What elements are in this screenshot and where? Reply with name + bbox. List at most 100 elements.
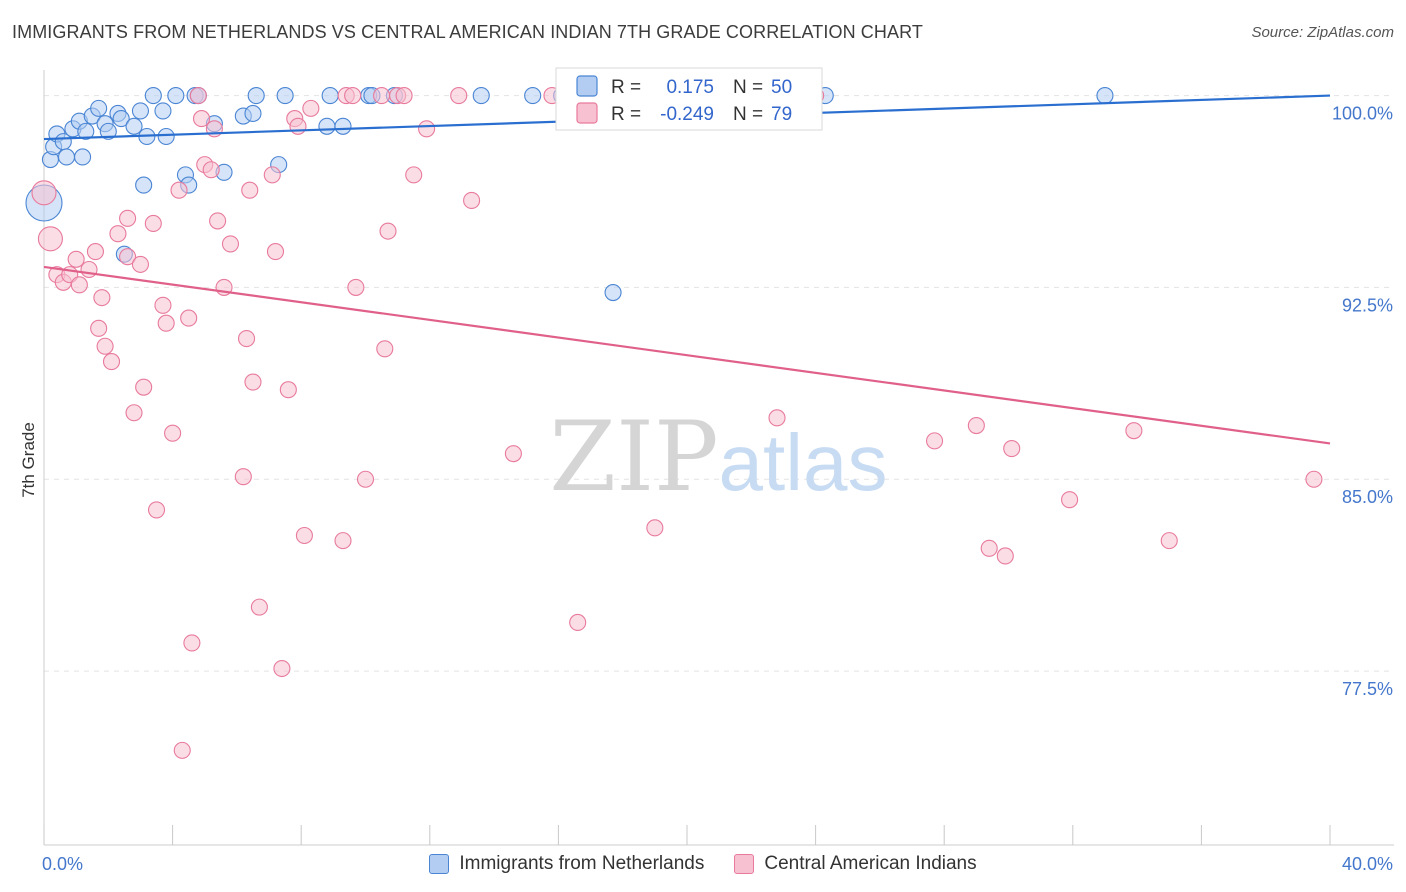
y-axis-label: 7th Grade	[19, 422, 38, 498]
point-central-american-indian-26	[180, 309, 198, 327]
point-central-american-indian-70	[926, 432, 944, 450]
point-central-american-indian-40	[250, 598, 268, 616]
y-tick-label-0: 100.0%	[1332, 104, 1393, 124]
legend: Immigrants from Netherlands Central Amer…	[0, 850, 1406, 878]
point-central-american-indian-14	[119, 248, 137, 266]
point-central-american-indian-18	[135, 378, 153, 396]
legend-label-netherlands: Immigrants from Netherlands	[459, 853, 705, 874]
point-netherlands-35	[276, 87, 294, 105]
point-central-american-indian-17	[131, 255, 149, 273]
point-central-american-indian-28	[189, 87, 207, 105]
point-netherlands-13	[99, 122, 117, 140]
legend-swatch-pink	[734, 854, 755, 874]
point-central-american-indian-13	[109, 225, 127, 243]
point-central-american-indian-76	[1125, 422, 1143, 440]
legend-swatch-blue	[429, 854, 450, 874]
point-central-american-indian-77	[1160, 532, 1178, 550]
stats-n-label-blue: N =	[733, 77, 763, 98]
point-netherlands-49	[1096, 87, 1114, 105]
legend-item-netherlands[interactable]: Immigrants from Netherlands	[429, 853, 704, 875]
point-central-american-indian-38	[241, 181, 259, 199]
stats-swatch-blue	[576, 75, 598, 97]
point-central-american-indian-49	[334, 532, 352, 550]
point-netherlands-17	[125, 117, 143, 135]
point-central-american-indian-72	[980, 539, 998, 557]
point-netherlands-8	[74, 148, 92, 166]
y-tick-label-3: 77.5%	[1342, 679, 1393, 699]
point-central-american-indian-20	[147, 501, 166, 519]
stats-r-value-pink: -0.249	[660, 104, 714, 125]
point-central-american-indian-1	[37, 226, 63, 252]
point-central-american-indian-73	[996, 547, 1014, 565]
point-central-american-indian-15	[119, 209, 137, 227]
point-netherlands-37	[321, 87, 339, 105]
point-netherlands-19	[135, 176, 153, 194]
point-central-american-indian-60	[418, 120, 436, 138]
point-central-american-indian-11	[96, 337, 114, 355]
point-netherlands-43	[524, 87, 542, 105]
point-central-american-indian-44	[279, 381, 297, 399]
point-central-american-indian-61	[450, 87, 468, 105]
point-central-american-indian-36	[234, 468, 252, 486]
point-central-american-indian-59	[405, 166, 423, 184]
axes	[43, 70, 1394, 846]
stats-r-label-pink: R =	[611, 104, 641, 125]
point-central-american-indian-47	[295, 526, 313, 545]
point-central-american-indian-54	[373, 87, 391, 105]
point-central-american-indian-25	[173, 741, 191, 759]
point-central-american-indian-8	[86, 243, 104, 261]
point-netherlands-5	[57, 148, 76, 166]
point-central-american-indian-16	[125, 404, 143, 422]
point-central-american-indian-63	[504, 445, 522, 463]
point-central-american-indian-22	[157, 314, 175, 332]
point-central-american-indian-12	[102, 353, 121, 371]
point-central-american-indian-41	[263, 166, 281, 184]
point-central-american-indian-62	[463, 191, 481, 209]
x-tick-label-1: 40.0%	[1342, 854, 1393, 874]
legend-label-central-american-indians: Central American Indians	[764, 853, 977, 874]
y-tick-label-1: 92.5%	[1342, 295, 1393, 315]
point-central-american-indian-9	[90, 319, 108, 337]
point-netherlands-36	[318, 117, 336, 135]
point-netherlands-9	[77, 122, 95, 140]
trend-line-central-american-indians	[43, 265, 1331, 445]
point-central-american-indian-67	[646, 519, 664, 537]
point-central-american-indian-56	[379, 222, 397, 240]
stats-box: R = 0.175 N = 50 R = -0.249 N = 79	[555, 67, 823, 131]
point-netherlands-32	[244, 104, 262, 123]
point-central-american-indian-75	[1061, 491, 1079, 509]
point-netherlands-22	[154, 102, 172, 120]
point-central-american-indian-68	[768, 409, 786, 427]
point-central-american-indian-24	[170, 181, 188, 199]
point-central-american-indian-52	[347, 278, 365, 296]
point-central-american-indian-33	[209, 212, 227, 230]
stats-n-label-pink: N =	[733, 104, 763, 125]
source-label: Source: ZipAtlas.com	[1251, 24, 1394, 41]
point-central-american-indian-43	[273, 659, 291, 678]
point-netherlands-38	[334, 117, 352, 135]
point-central-american-indian-39	[244, 373, 262, 391]
point-central-american-indian-27	[183, 634, 201, 652]
point-central-american-indian-42	[266, 243, 285, 261]
point-central-american-indian-29	[192, 110, 211, 128]
point-central-american-indian-71	[967, 416, 985, 435]
trend-lines	[43, 94, 1331, 445]
point-central-american-indian-0	[31, 180, 57, 206]
point-netherlands-23	[157, 127, 175, 146]
point-netherlands-18	[131, 102, 149, 120]
point-central-american-indian-7	[80, 260, 98, 279]
point-netherlands-21	[144, 87, 162, 105]
point-central-american-indian-37	[237, 330, 256, 348]
stats-swatch-pink	[576, 102, 598, 124]
point-central-american-indian-53	[356, 470, 375, 488]
point-central-american-indian-19	[144, 214, 162, 233]
point-netherlands-15	[112, 110, 130, 128]
point-central-american-indian-65	[569, 613, 587, 632]
point-central-american-indian-55	[376, 340, 394, 358]
point-central-american-indian-31	[202, 161, 220, 179]
point-central-american-indian-21	[154, 296, 172, 314]
legend-item-central-american-indians[interactable]: Central American Indians	[734, 853, 977, 875]
tick-labels: 100.0% 92.5% 85.0% 77.5% 0.0% 40.0%	[42, 104, 1393, 874]
point-central-american-indian-10	[93, 289, 111, 307]
